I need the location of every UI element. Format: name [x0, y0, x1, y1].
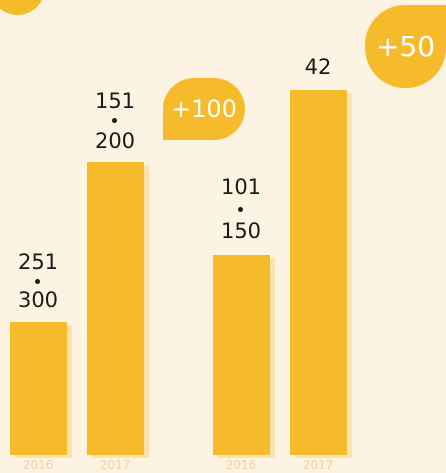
separator-dot [112, 118, 117, 123]
bar-label: 42 [304, 55, 332, 79]
bar-label: 150 [220, 219, 262, 243]
bar [290, 90, 347, 455]
badge: +100 [163, 78, 245, 140]
bar [213, 255, 270, 455]
separator-dot [35, 279, 40, 284]
year-label: 2016 [225, 458, 257, 472]
bar-label: 101 [220, 175, 262, 199]
bar-label: 251 [17, 250, 59, 274]
year-label: 2017 [99, 458, 131, 472]
bar-label: 300 [17, 288, 59, 312]
separator-dot [238, 207, 243, 212]
bar-label: 151 [94, 89, 136, 113]
bar [10, 322, 67, 455]
badge: +50 [365, 5, 446, 88]
year-label: 2016 [22, 458, 54, 472]
corner-decoration [0, 0, 45, 15]
bar-label: 200 [94, 129, 136, 153]
bar [87, 162, 144, 455]
year-label: 2017 [302, 458, 334, 472]
